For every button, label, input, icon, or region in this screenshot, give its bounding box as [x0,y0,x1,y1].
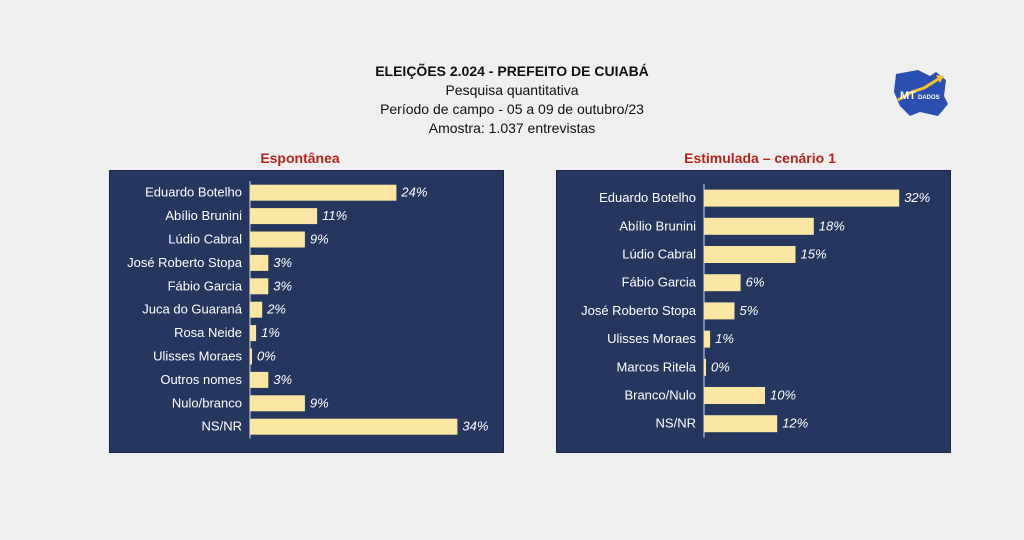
logo-text-main: MT [900,90,916,102]
chart2-value-label: 1% [715,331,734,346]
chart1-value-label: 1% [261,325,280,340]
chart1-value-label: 2% [266,302,286,317]
chart1-category-label: José Roberto Stopa [127,255,243,270]
chart1-value-label: 11% [322,208,347,223]
chart1-category-label: NS/NR [202,419,242,434]
chart2-value-label: 0% [711,359,730,374]
chart2-category-label: José Roberto Stopa [581,303,697,318]
chart2-value-label: 5% [740,303,759,318]
chart1-category-label: Lúdio Cabral [168,232,242,247]
chart2-category-label: Ulisses Moraes [607,331,696,346]
chart2-bar [704,246,796,263]
chart2-panel: Eduardo Botelho 32% Abílio Brunini 18% Lúdio… [556,170,951,453]
chart1-category-label: Juca do Guaraná [142,302,243,317]
chart1-category-label: Ulisses Moraes [153,349,242,364]
report-header: ELEIÇÕES 2.024 - PREFEITO DE CUIABÁ Pesq… [262,62,762,138]
chart1-value-label: 3% [273,372,292,387]
chart1-bar [250,395,305,412]
logo-text-sub: DADOS [918,95,940,101]
chart2-bar [704,415,778,433]
chart1-bar [250,254,269,271]
chart1-value-label: 34% [462,419,488,434]
report-subtitle: Pesquisa quantitativa [445,82,579,98]
chart1-svg: Eduardo Botelho 24% Abílio Brunini 11% Lúdio… [127,181,488,439]
chart2-bar [704,217,814,235]
chart1-bar [250,301,263,318]
chart2-svg: Eduardo Botelho 32% Abílio Brunini 18% Lúdio… [581,184,930,438]
chart1-value-label: 9% [310,395,329,410]
chart2-category-label: Eduardo Botelho [599,190,696,205]
report-title: ELEIÇÕES 2.024 - PREFEITO DE CUIABÁ [375,63,649,79]
chart1-bar [250,231,305,248]
chart1-bar [250,325,257,342]
chart2-value-label: 12% [782,416,808,431]
chart2-category-label: Branco/Nulo [624,388,696,403]
mt-dados-logo: MT DADOS [890,66,952,120]
chart1-category-label: Outros nomes [160,372,242,387]
chart2-category-label: Marcos Ritela [617,359,697,374]
chart1-panel: Eduardo Botelho 24% Abílio Brunini 11% Lúdio… [109,170,504,453]
chart2-value-label: 15% [801,247,827,262]
chart1-value-label: 9% [310,232,329,247]
chart1-value-label: 24% [400,185,427,200]
chart1-value-label: 0% [257,349,276,364]
chart2-bar [704,330,711,348]
chart1-value-label: 3% [273,278,292,293]
chart2-bar [704,302,735,320]
chart2-value-label: 18% [819,218,845,233]
report-sample: Amostra: 1.037 entrevistas [428,120,596,136]
chart1-bar [250,278,269,295]
chart2-category-label: Lúdio Cabral [622,247,696,262]
chart1-bar [250,184,397,201]
chart1-category-label: Abílio Brunini [165,208,242,223]
chart1-title: Espontânea [260,150,340,166]
chart2-value-label: 32% [904,190,930,205]
chart1-bar [250,208,318,225]
chart1-category-label: Nulo/branco [172,395,242,410]
chart2-bar [704,274,741,292]
chart1-bar [250,418,458,435]
report-period: Período de campo - 05 a 09 de outubro/23 [380,101,644,117]
chart2-bar [704,189,900,207]
chart2-bar [704,358,706,376]
mt-dados-logo-icon: MT DADOS [894,70,948,116]
chart1-bar [250,371,269,388]
chart1-bar [250,348,252,365]
chart2-category-label: Fábio Garcia [622,275,697,290]
chart2-title: Estimulada – cenário 1 [684,150,836,166]
chart1-category-label: Eduardo Botelho [145,185,242,200]
chart1-category-label: Rosa Neide [174,325,242,340]
chart1-category-label: Fábio Garcia [168,278,243,293]
chart2-category-label: NS/NR [656,416,696,431]
chart2-category-label: Abílio Brunini [619,218,696,233]
chart1-value-label: 3% [273,255,292,270]
chart2-value-label: 6% [746,275,765,290]
chart2-value-label: 10% [770,388,796,403]
chart2-bar [704,387,765,404]
